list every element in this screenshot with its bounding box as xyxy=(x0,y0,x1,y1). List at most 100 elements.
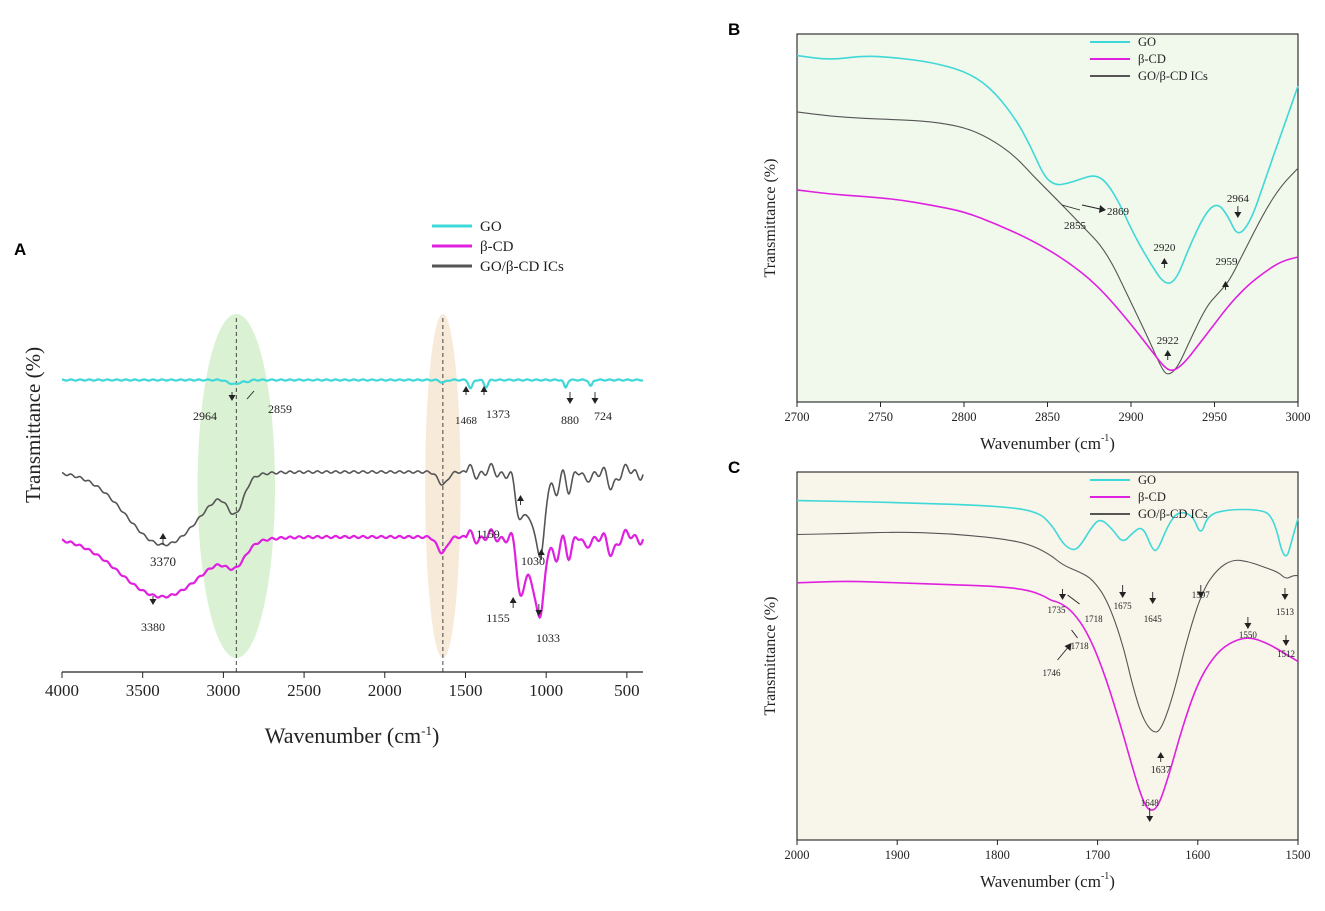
x-tick-label: 1000 xyxy=(529,681,563,700)
legend-label: GO xyxy=(1138,473,1156,487)
series-bcd-line xyxy=(61,528,645,620)
ann-b-2869-line xyxy=(1081,204,1101,210)
x-tick-label: 2800 xyxy=(952,410,977,424)
ann-a-1033-label: 1033 xyxy=(536,631,560,645)
ann-c-1513-label: 1513 xyxy=(1276,607,1295,617)
ann-c-1746-head xyxy=(1064,643,1072,651)
x-tick-label: 500 xyxy=(614,681,640,700)
x-tick-label: 2900 xyxy=(1119,410,1144,424)
ann-a-1030-head xyxy=(537,549,545,555)
ann-c-1735-head xyxy=(1059,594,1067,600)
ann-c-1597-label: 1597 xyxy=(1192,590,1211,600)
x-tick-label: 1500 xyxy=(1286,848,1311,862)
panel-label-b: B xyxy=(728,20,741,39)
x-tick-label: 3000 xyxy=(206,681,240,700)
legend-label: GO/β-CD ICs xyxy=(1138,69,1208,83)
ann-a-1033-head xyxy=(535,610,543,616)
ann-c-1675-head xyxy=(1119,592,1127,598)
ann-c-1512-head xyxy=(1282,640,1290,646)
x-tick-label: 2750 xyxy=(868,410,893,424)
legend-label: β-CD xyxy=(1138,52,1166,66)
x-tick-label: 1800 xyxy=(985,848,1010,862)
ann-a-724-label: 724 xyxy=(594,409,612,423)
ann-b-2959-head xyxy=(1222,281,1230,287)
ann-a-1468-head xyxy=(462,386,470,392)
ann-a-1155-label: 1155 xyxy=(486,611,510,625)
ann-b-2922-head xyxy=(1164,350,1172,356)
ann-a-2964-label: 2964 xyxy=(193,409,217,423)
ann-c-1645-head xyxy=(1149,598,1157,604)
ann-a-3370-label: 3370 xyxy=(150,554,176,569)
ann-c-1513-head xyxy=(1281,594,1289,600)
ann-c-1675-label: 1675 xyxy=(1114,601,1133,611)
ann-a-1373-head xyxy=(480,386,488,392)
panel-label-a: A xyxy=(14,240,27,259)
legend-label: GO/β-CD ICs xyxy=(1138,507,1208,521)
x-tick-label: 1700 xyxy=(1085,848,1110,862)
x-axis-title: Wavenumber (cm-1) xyxy=(980,433,1115,453)
ann-a-1468-label: 1468 xyxy=(455,415,478,427)
x-tick-label: 3500 xyxy=(126,681,160,700)
ann-a-3380-label: 3380 xyxy=(141,620,165,634)
ann-c-1718-go-label: 1718 xyxy=(1085,614,1104,624)
series-ic-line xyxy=(796,111,1299,375)
ann-b-2869-label: 2869 xyxy=(1107,206,1130,218)
x-tick-label: 2500 xyxy=(287,681,321,700)
legend-label: GO xyxy=(1138,35,1156,49)
ann-a-3380-head xyxy=(149,599,157,605)
ann-a-724-head xyxy=(591,398,599,404)
ann-c-1718-ic-label: 1718 xyxy=(1071,641,1090,651)
x-tick-label: 1500 xyxy=(448,681,482,700)
ann-a-880-label: 880 xyxy=(561,413,579,427)
ann-c-1512-label: 1512 xyxy=(1277,649,1295,659)
ann-b-2922-label: 2922 xyxy=(1157,335,1179,347)
panel-c-frame xyxy=(796,471,1299,841)
series-bcd-line xyxy=(796,580,1299,811)
series-go-line xyxy=(796,54,1299,285)
ann-b-2964-head xyxy=(1234,212,1242,218)
ann-b-2959-label: 2959 xyxy=(1216,256,1239,268)
legend-label: β-CD xyxy=(1138,490,1166,504)
x-tick-label: 2000 xyxy=(368,681,402,700)
ann-b-2855-label: 2855 xyxy=(1064,220,1087,232)
ann-c-1637-label: 1637 xyxy=(1151,765,1171,776)
series-ic-line xyxy=(61,462,644,559)
ann-c-1746-label: 1746 xyxy=(1043,668,1062,678)
y-axis-title: Transmittance (%) xyxy=(762,159,779,278)
ann-b-2855-line xyxy=(1061,204,1081,211)
ann-a-2964-arrow-head xyxy=(228,395,236,401)
x-tick-label: 2700 xyxy=(785,410,810,424)
ann-a-2859-label: 2859 xyxy=(268,402,292,416)
y-axis-title: Transmittance (%) xyxy=(762,597,779,716)
x-tick-label: 2000 xyxy=(785,848,810,862)
legend-label: β-CD xyxy=(480,239,514,255)
x-tick-label: 1900 xyxy=(885,848,910,862)
series-ic-line xyxy=(796,531,1298,733)
ann-c-1735-label: 1735 xyxy=(1048,605,1067,615)
ann-c-1597-head xyxy=(1197,592,1205,598)
x-axis-title: Wavenumber (cm-1) xyxy=(265,723,440,748)
panel-label-c: C xyxy=(728,458,741,477)
ann-a-1159-head xyxy=(517,495,525,501)
x-tick-label: 2950 xyxy=(1202,410,1227,424)
ann-c-1746-line xyxy=(1057,647,1068,661)
ann-c-1550-head xyxy=(1244,623,1252,629)
ann-a-1155-head xyxy=(509,597,517,603)
ann-a-1030-label: 1030 xyxy=(521,554,545,568)
x-tick-label: 2850 xyxy=(1035,410,1060,424)
panel-b-frame xyxy=(796,33,1299,403)
x-tick-label: 1600 xyxy=(1185,848,1210,862)
ann-b-2869-head xyxy=(1099,205,1106,213)
ann-c-1550-label: 1550 xyxy=(1239,630,1258,640)
ann-a-1159-label: 1159 xyxy=(476,527,500,541)
ann-b-2964-label: 2964 xyxy=(1227,193,1250,205)
ann-b-2920-head xyxy=(1160,258,1168,264)
ann-c-1718-go-line xyxy=(1067,594,1080,605)
ann-a-3370-head xyxy=(159,533,167,539)
series-go-line xyxy=(796,499,1299,557)
ann-c-1648-label: 1648 xyxy=(1141,798,1160,808)
x-axis-title: Wavenumber (cm-1) xyxy=(980,871,1115,891)
series-go-line xyxy=(61,378,644,390)
ann-c-1645-label: 1645 xyxy=(1144,614,1163,624)
